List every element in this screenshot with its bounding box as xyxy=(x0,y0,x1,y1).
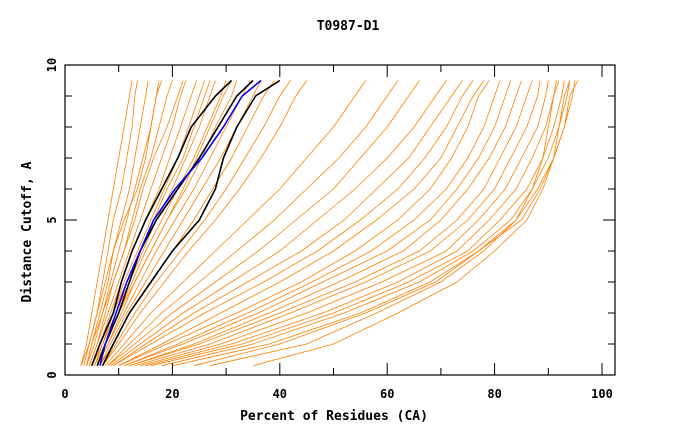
model-curve xyxy=(102,80,307,366)
x-tick-label: 20 xyxy=(165,387,179,401)
ticks-layer xyxy=(65,64,615,375)
model-curve xyxy=(88,80,187,366)
model-curve xyxy=(252,80,571,367)
model-curve xyxy=(118,80,485,367)
model-curve xyxy=(150,80,565,367)
highlight-curve xyxy=(99,79,262,366)
model-curve xyxy=(193,80,579,367)
y-tick-label: 5 xyxy=(45,216,59,223)
model-curve xyxy=(123,80,501,367)
model-curve xyxy=(209,80,560,367)
model-curve xyxy=(118,80,490,367)
model-curve xyxy=(83,80,138,366)
x-tick-labels: 0 20 40 60 80 100 xyxy=(61,387,612,401)
model-curve xyxy=(80,80,133,366)
x-tick-label: 100 xyxy=(591,387,613,401)
y-tick-labels: 0 5 10 xyxy=(45,58,59,379)
model-curve xyxy=(145,80,557,367)
x-axis-label: Percent of Residues (CA) xyxy=(240,409,428,424)
model-curve xyxy=(134,80,541,367)
model-curve xyxy=(161,80,571,367)
x-tick-label: 0 xyxy=(61,387,68,401)
model-curve xyxy=(96,80,251,366)
x-tick-label: 80 xyxy=(487,387,501,401)
model-curve xyxy=(123,80,512,367)
model-curve xyxy=(107,80,420,367)
model-curve xyxy=(102,80,291,366)
y-tick-label: 10 xyxy=(45,58,59,72)
x-tick-label: 60 xyxy=(380,387,394,401)
model-curve xyxy=(91,80,205,366)
x-tick-label: 40 xyxy=(273,387,287,401)
model-curve xyxy=(129,80,522,367)
reference-curve xyxy=(101,79,281,367)
reference-curve xyxy=(91,79,233,366)
model-curve xyxy=(129,80,533,367)
model-curve xyxy=(172,80,576,367)
curves-layer xyxy=(80,79,579,367)
model-curve xyxy=(86,80,184,366)
model-curve xyxy=(86,80,149,366)
model-curve xyxy=(88,80,173,366)
model-curve xyxy=(104,80,367,366)
model-curve xyxy=(140,80,549,367)
y-tick-label: 0 xyxy=(45,371,59,378)
model-curve xyxy=(110,80,447,367)
model-curve xyxy=(80,80,163,366)
model-curve xyxy=(107,80,399,366)
y-axis-label: Distance Cutoff, A xyxy=(20,161,35,302)
model-curve xyxy=(113,80,474,367)
model-curve xyxy=(96,80,238,366)
model-curve xyxy=(113,80,463,367)
chart-title: T0987-D1 xyxy=(317,19,380,34)
reference-curve xyxy=(96,79,254,366)
